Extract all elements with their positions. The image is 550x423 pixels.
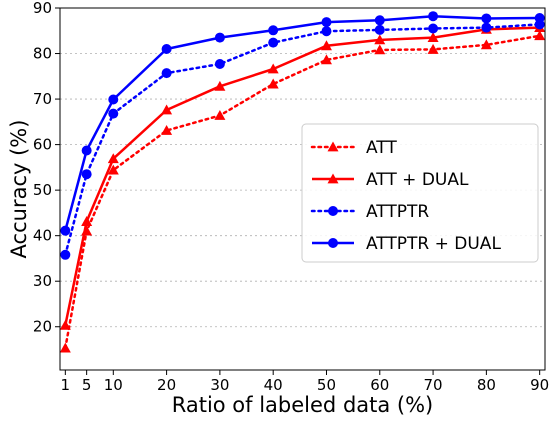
series-attptr xyxy=(60,19,545,260)
data-point-att xyxy=(59,342,71,353)
y-axis-title: Accuracy (%) xyxy=(7,120,31,259)
data-point-att xyxy=(107,164,119,175)
data-point-att-dual xyxy=(59,319,71,330)
data-point-attptr xyxy=(108,108,119,119)
legend-label-attptr-dual: ATTPTR + DUAL xyxy=(366,234,501,254)
data-point-attptr xyxy=(374,24,385,35)
data-point-attptr-dual xyxy=(60,225,71,236)
x-tick-label: 5 xyxy=(82,376,92,394)
x-axis-title: Ratio of labeled data (%) xyxy=(172,393,434,417)
legend-marker-att xyxy=(327,141,339,152)
data-point-attptr-dual xyxy=(534,13,545,24)
data-point-attptr-dual xyxy=(321,17,332,28)
data-point-attptr-dual xyxy=(374,15,385,26)
data-point-attptr xyxy=(161,68,172,79)
data-point-att xyxy=(534,30,546,41)
data-point-attptr-dual xyxy=(268,25,279,36)
y-axis-ticks: 20 30 40 50 60 70 80 90 xyxy=(33,0,60,336)
y-tick-label: 80 xyxy=(33,45,52,63)
data-point-att xyxy=(320,54,332,65)
data-point-attptr xyxy=(81,169,92,180)
legend-marker-att-dual xyxy=(327,173,339,184)
x-tick-label: 30 xyxy=(210,376,229,394)
data-point-attptr-dual xyxy=(428,11,439,22)
x-tick-label: 1 xyxy=(61,376,71,394)
x-axis-ticks: 1 5 10 20 30 40 50 60 70 80 90 xyxy=(61,370,549,394)
x-tick-label: 90 xyxy=(530,376,549,394)
data-point-attptr xyxy=(214,59,225,70)
data-point-attptr xyxy=(268,37,279,48)
series-lines xyxy=(59,11,546,353)
data-point-attptr-dual xyxy=(214,32,225,43)
y-tick-label: 40 xyxy=(33,227,52,245)
x-tick-label: 10 xyxy=(104,376,123,394)
data-point-att xyxy=(214,109,226,120)
legend-label-att-dual: ATT + DUAL xyxy=(366,170,469,190)
data-point-attptr xyxy=(481,22,492,33)
data-point-attptr xyxy=(60,249,71,260)
x-tick-label: 40 xyxy=(264,376,283,394)
data-point-att-dual xyxy=(427,32,439,42)
data-point-attptr-dual xyxy=(161,43,172,54)
legend-entry-att: ATT xyxy=(310,138,397,158)
x-tick-label: 20 xyxy=(157,376,176,394)
x-tick-label: 50 xyxy=(317,376,336,394)
legend-entry-att-dual: ATT + DUAL xyxy=(312,170,469,190)
data-point-att xyxy=(480,39,492,50)
x-tick-label: 60 xyxy=(370,376,389,394)
data-point-att-dual xyxy=(81,216,93,226)
legend-entry-attptr: ATTPTR xyxy=(310,202,429,222)
data-point-attptr-dual xyxy=(81,145,92,156)
data-point-att-dual xyxy=(161,104,173,115)
data-point-att-dual xyxy=(267,63,279,74)
y-tick-label: 90 xyxy=(33,0,52,17)
data-point-att-dual xyxy=(214,80,226,91)
plot-frame xyxy=(59,7,546,371)
data-point-attptr-dual xyxy=(481,13,492,24)
legend-marker-attptr xyxy=(328,206,338,216)
legend-label-attptr: ATTPTR xyxy=(366,202,429,222)
data-point-att xyxy=(427,43,439,54)
data-point-attptr-dual xyxy=(108,94,119,105)
y-tick-label: 30 xyxy=(33,272,52,290)
data-point-att-dual xyxy=(320,40,332,51)
data-point-attptr xyxy=(321,26,332,37)
legend: ATT ATT + DUAL ATTPTR ATTPTR + DUAL xyxy=(301,123,539,263)
data-point-att xyxy=(161,124,173,135)
series-attptr-dual xyxy=(60,11,545,236)
data-point-att xyxy=(267,78,279,89)
y-tick-label: 70 xyxy=(33,90,52,108)
x-tick-label: 70 xyxy=(424,376,443,394)
series-line-att xyxy=(64,34,541,350)
legend-box xyxy=(301,123,539,263)
legend-label-att: ATT xyxy=(366,138,397,158)
y-tick-label: 50 xyxy=(33,181,52,199)
series-att xyxy=(59,30,546,353)
data-point-attptr xyxy=(428,23,439,34)
legend-entry-attptr-dual: ATTPTR + DUAL xyxy=(312,234,501,254)
data-point-att xyxy=(374,44,386,55)
y-tick-label: 20 xyxy=(33,318,52,336)
y-tick-label: 60 xyxy=(33,136,52,154)
data-point-att-dual xyxy=(107,153,119,164)
data-point-att-dual xyxy=(374,34,386,45)
legend-marker-attptr-dual xyxy=(328,238,338,248)
x-tick-label: 80 xyxy=(477,376,496,394)
